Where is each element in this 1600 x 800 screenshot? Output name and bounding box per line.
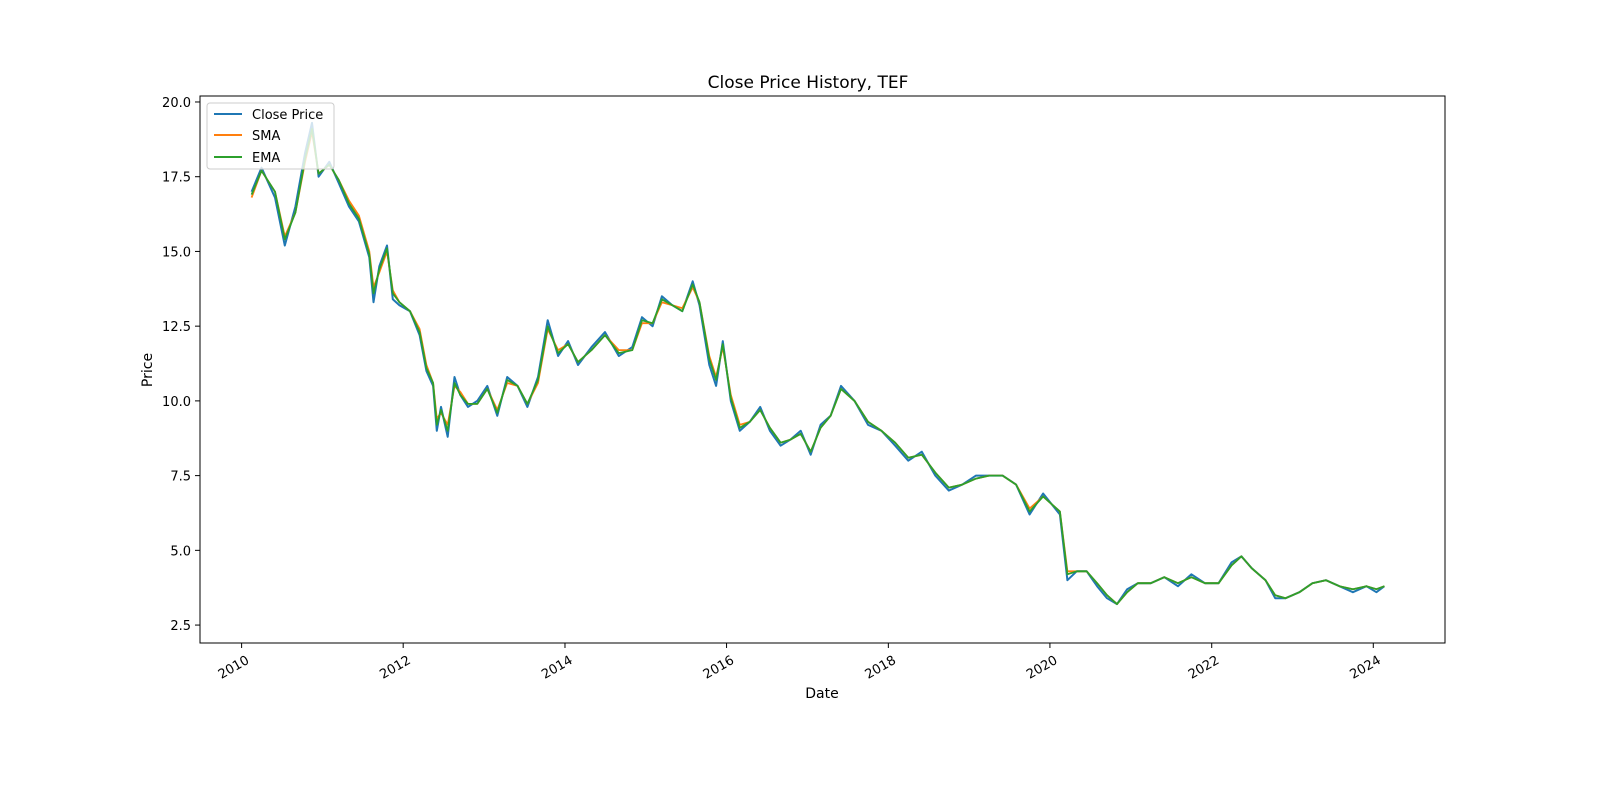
- series-layer: [250, 121, 1386, 606]
- plot-area: [199, 95, 1446, 644]
- axes-frame: [199, 95, 1446, 644]
- legend: Close Price SMA EMA: [206, 102, 335, 170]
- y-tick-label: 12.5: [162, 320, 191, 335]
- y-tick-label: 20.0: [162, 96, 191, 111]
- y-tick-label: 17.5: [162, 171, 191, 186]
- axes-background: [200, 96, 1445, 643]
- y-axis: 2.5 5.0 7.5 10.0 12.5 15.0 17.5 20.0: [162, 96, 200, 634]
- y-axis-label: Price: [140, 353, 156, 387]
- chart-title: Close Price History, TEF: [708, 73, 909, 93]
- y-tick-label: 15.0: [162, 245, 191, 260]
- y-tick-label: 10.0: [162, 395, 191, 410]
- ema-line: [250, 127, 1385, 605]
- x-axis-label: Date: [805, 686, 838, 702]
- legend-label-sma: SMA: [252, 129, 280, 144]
- legend-label-close: Close Price: [252, 108, 323, 123]
- y-tick-label: 5.0: [170, 544, 191, 559]
- legend-box: [206, 102, 335, 170]
- legend-label-ema: EMA: [252, 151, 280, 166]
- y-tick-label: 2.5: [170, 619, 191, 634]
- y-tick-label: 7.5: [170, 470, 191, 485]
